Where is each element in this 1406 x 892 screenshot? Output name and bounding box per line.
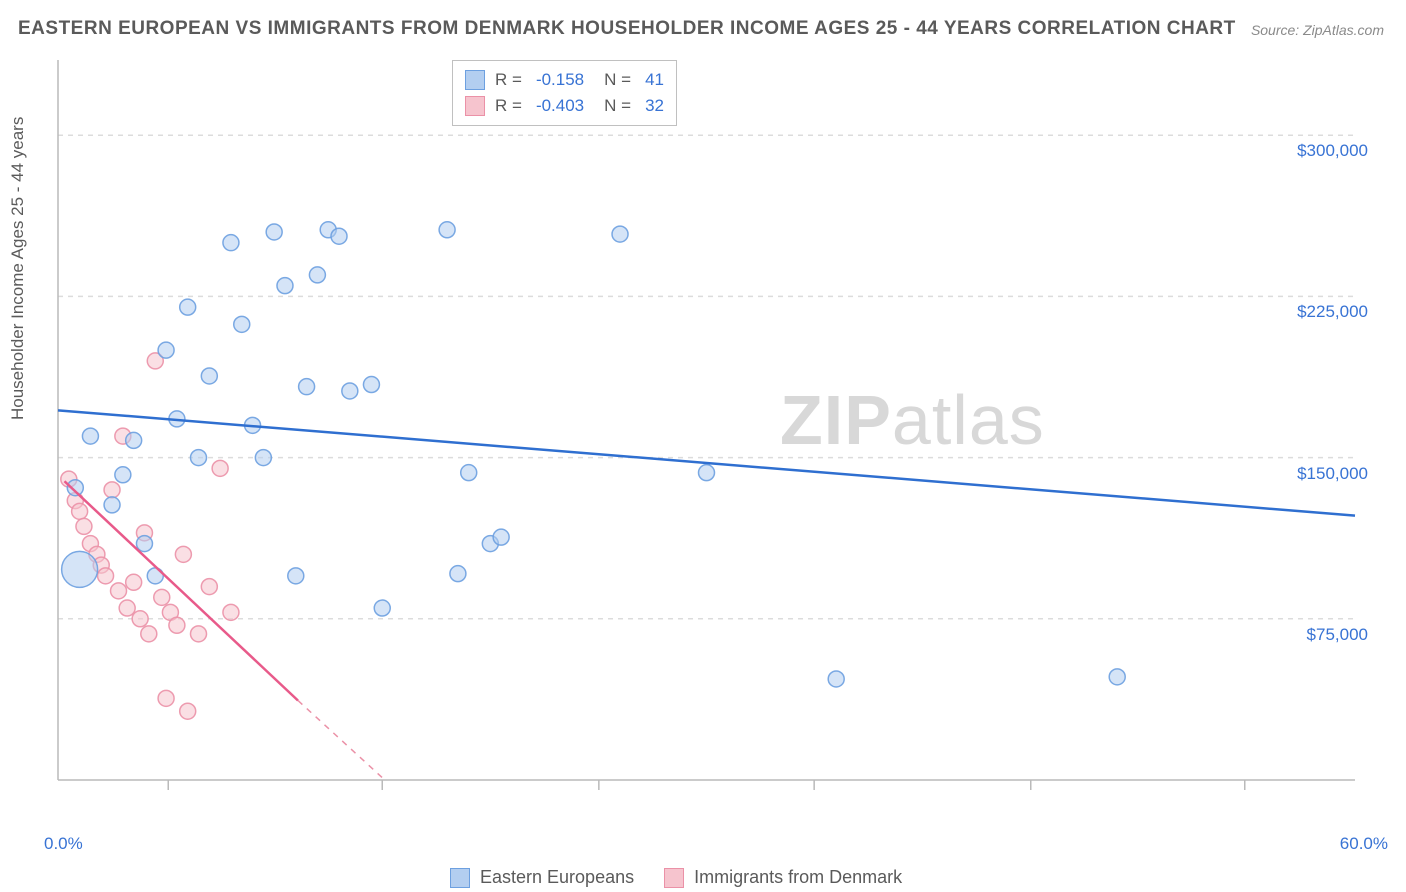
n-label: N =	[604, 96, 631, 116]
series-legend: Eastern Europeans Immigrants from Denmar…	[450, 867, 902, 888]
n-value-pink: 32	[645, 96, 664, 116]
square-icon	[450, 868, 470, 888]
legend-row-blue: R = -0.158 N = 41	[465, 67, 664, 93]
square-icon	[465, 70, 485, 90]
square-icon	[465, 96, 485, 116]
n-value-blue: 41	[645, 70, 664, 90]
r-label: R =	[495, 70, 522, 90]
correlation-legend: R = -0.158 N = 41 R = -0.403 N = 32	[452, 60, 677, 126]
r-value-pink: -0.403	[536, 96, 584, 116]
legend-item-blue: Eastern Europeans	[450, 867, 634, 888]
y-tick-label: $150,000	[1297, 464, 1368, 484]
legend-item-pink: Immigrants from Denmark	[664, 867, 902, 888]
y-tick-label: $225,000	[1297, 302, 1368, 322]
r-label: R =	[495, 96, 522, 116]
chart-container: EASTERN EUROPEAN VS IMMIGRANTS FROM DENM…	[0, 0, 1406, 892]
scatter-chart	[50, 55, 1390, 815]
chart-title: EASTERN EUROPEAN VS IMMIGRANTS FROM DENM…	[18, 18, 1236, 40]
series-name-blue: Eastern Europeans	[480, 867, 634, 888]
series-name-pink: Immigrants from Denmark	[694, 867, 902, 888]
source-label: Source: ZipAtlas.com	[1251, 22, 1384, 38]
legend-row-pink: R = -0.403 N = 32	[465, 93, 664, 119]
y-tick-label: $300,000	[1297, 141, 1368, 161]
y-axis-label: Householder Income Ages 25 - 44 years	[8, 117, 28, 420]
square-icon	[664, 868, 684, 888]
x-tick-min: 0.0%	[44, 834, 83, 854]
n-label: N =	[604, 70, 631, 90]
x-tick-max: 60.0%	[1340, 834, 1388, 854]
r-value-blue: -0.158	[536, 70, 584, 90]
y-tick-label: $75,000	[1307, 625, 1368, 645]
